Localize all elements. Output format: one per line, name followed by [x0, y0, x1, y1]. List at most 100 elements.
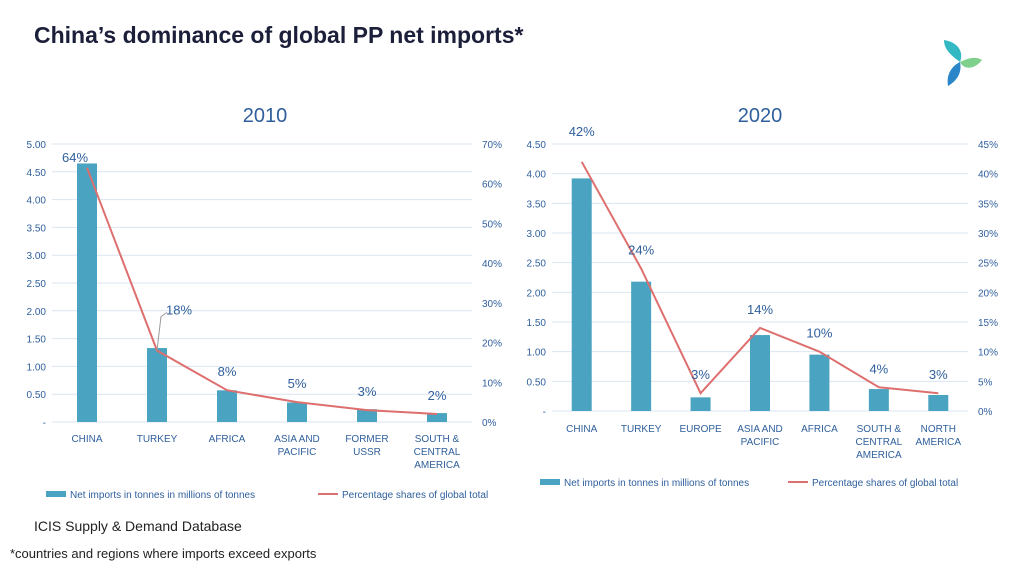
chart1-data-label: 2%: [428, 388, 447, 403]
chart2-bar: [571, 178, 592, 411]
chart2-bar: [750, 335, 770, 411]
chart1-x-tick: TURKEY: [137, 434, 178, 445]
chart2-y-right-tick: 35%: [978, 199, 998, 210]
chart1-y-left-tick: 1.50: [27, 335, 47, 346]
chart2-title: 2020: [738, 105, 783, 127]
chart2-bar: [631, 281, 652, 411]
chart2-y-left-tick: 2.00: [527, 288, 547, 299]
chart2-y-left-tick: 0.50: [527, 377, 547, 388]
chart1-y-left-tick: -: [43, 418, 46, 429]
footnote-text: *countries and regions where imports exc…: [10, 546, 317, 561]
chart2-y-right-tick: 40%: [978, 170, 998, 181]
chart2-y-left-tick: 1.00: [527, 348, 547, 359]
source-text: ICIS Supply & Demand Database: [34, 518, 242, 534]
chart1-legend-line-label: Percentage shares of global total: [342, 490, 488, 501]
chart1-bar: [357, 409, 377, 422]
chart2-x-tick: ASIA AND: [737, 424, 783, 435]
chart1-x-tick: AFRICA: [209, 434, 246, 445]
chart1-share-line: [86, 167, 438, 416]
chart1-x-tick: SOUTH &: [415, 434, 460, 445]
chart1-bar: [77, 163, 97, 422]
chart2-x-tick: EUROPE: [679, 424, 722, 435]
chart1-y-left-tick: 4.00: [27, 196, 47, 207]
chart2-y-right-tick: 30%: [978, 229, 998, 240]
chart1-legend-bar-swatch: [46, 491, 66, 497]
chart2-y-left-tick: 3.50: [527, 199, 547, 210]
chart2-data-label: 24%: [628, 243, 654, 258]
chart2-legend-line-label: Percentage shares of global total: [812, 478, 958, 489]
chart1-x-tick: PACIFIC: [278, 447, 317, 458]
chart1-data-label: 3%: [358, 384, 377, 399]
chart1-x-tick: CHINA: [71, 434, 102, 445]
chart1-data-label: 18%: [166, 303, 192, 318]
chart1-y-left-tick: 4.50: [27, 168, 47, 179]
chart1-y-left-tick: 1.00: [27, 362, 47, 373]
chart2-x-tick: TURKEY: [621, 424, 662, 435]
chart2-y-left-tick: 4.50: [527, 140, 547, 151]
chart2-y-right-tick: 20%: [978, 288, 998, 299]
chart2-y-right-tick: 25%: [978, 259, 998, 270]
chart1-data-label: 64%: [62, 150, 88, 165]
icis-logo-icon: [944, 40, 982, 86]
chart1-bar: [287, 402, 307, 422]
chart1-y-right-tick: 0%: [482, 418, 497, 429]
chart2-y-right-tick: 45%: [978, 140, 998, 151]
chart1-bar: [217, 390, 237, 422]
chart2-legend-bar-label: Net imports in tonnes in millions of ton…: [564, 478, 749, 489]
chart1-x-tick: FORMER: [345, 434, 388, 445]
chart2-bar: [928, 394, 949, 411]
chart2-y-left-tick: 2.50: [527, 259, 547, 270]
chart1-y-left-tick: 3.50: [27, 223, 47, 234]
chart1-x-tick: CENTRAL: [414, 447, 461, 458]
page-title: China’s dominance of global PP net impor…: [34, 22, 524, 48]
chart1-legend-bar-label: Net imports in tonnes in millions of ton…: [70, 490, 255, 501]
chart2-y-right-tick: 10%: [978, 348, 998, 359]
chart1-x-tick: USSR: [353, 447, 381, 458]
chart1-x-tick: AMERICA: [414, 460, 460, 471]
chart2-data-label: 42%: [569, 124, 595, 139]
chart1-data-label: 8%: [218, 364, 237, 379]
chart2-x-tick: PACIFIC: [741, 437, 780, 448]
chart2-bar: [809, 354, 830, 411]
chart2-y-left-tick: -: [543, 407, 546, 418]
chart2-y-left-tick: 1.50: [527, 318, 547, 329]
chart2-legend-bar-swatch: [540, 479, 560, 485]
chart2-x-tick: NORTH: [921, 424, 956, 435]
chart1-y-left-tick: 2.00: [27, 307, 47, 318]
chart2-data-label: 3%: [691, 367, 710, 382]
chart1-y-right-tick: 50%: [482, 219, 502, 230]
chart2-x-tick: SOUTH &: [857, 424, 902, 435]
chart1-bar: [427, 413, 447, 422]
chart2-x-tick: AMERICA: [916, 437, 962, 448]
chart1-label-leader: [156, 312, 168, 351]
chart1-y-right-tick: 60%: [482, 180, 502, 191]
chart2-x-tick: AFRICA: [801, 424, 838, 435]
chart2-y-left-tick: 4.00: [527, 170, 547, 181]
chart1-title: 2010: [243, 105, 288, 127]
chart1-y-right-tick: 70%: [482, 140, 502, 151]
chart1-bar: [147, 348, 167, 422]
chart2-share-line: [580, 161, 939, 395]
chart2-y-right-tick: 15%: [978, 318, 998, 329]
chart2-y-right-tick: 5%: [978, 377, 993, 388]
chart1-y-right-tick: 10%: [482, 378, 502, 389]
chart2-bar: [868, 389, 889, 411]
chart2-data-label: 4%: [869, 361, 888, 376]
chart2-x-tick: CENTRAL: [856, 437, 903, 448]
chart2-y-left-tick: 3.00: [527, 229, 547, 240]
chart1-y-left-tick: 3.00: [27, 251, 47, 262]
chart1-y-right-tick: 40%: [482, 259, 502, 270]
chart2-y-right-tick: 0%: [978, 407, 993, 418]
chart1-y-left-tick: 5.00: [27, 140, 47, 151]
chart2-bar: [690, 397, 711, 411]
chart2-x-tick: AMERICA: [856, 450, 902, 461]
chart1-y-left-tick: 0.50: [27, 390, 47, 401]
chart1-y-right-tick: 30%: [482, 299, 502, 310]
chart1-y-left-tick: 2.50: [27, 279, 47, 290]
chart1-y-right-tick: 20%: [482, 339, 502, 350]
chart2-data-label: 10%: [806, 326, 832, 341]
chart2-data-label: 3%: [929, 367, 948, 382]
chart2-x-tick: CHINA: [566, 424, 597, 435]
chart1-x-tick: ASIA AND: [274, 434, 320, 445]
